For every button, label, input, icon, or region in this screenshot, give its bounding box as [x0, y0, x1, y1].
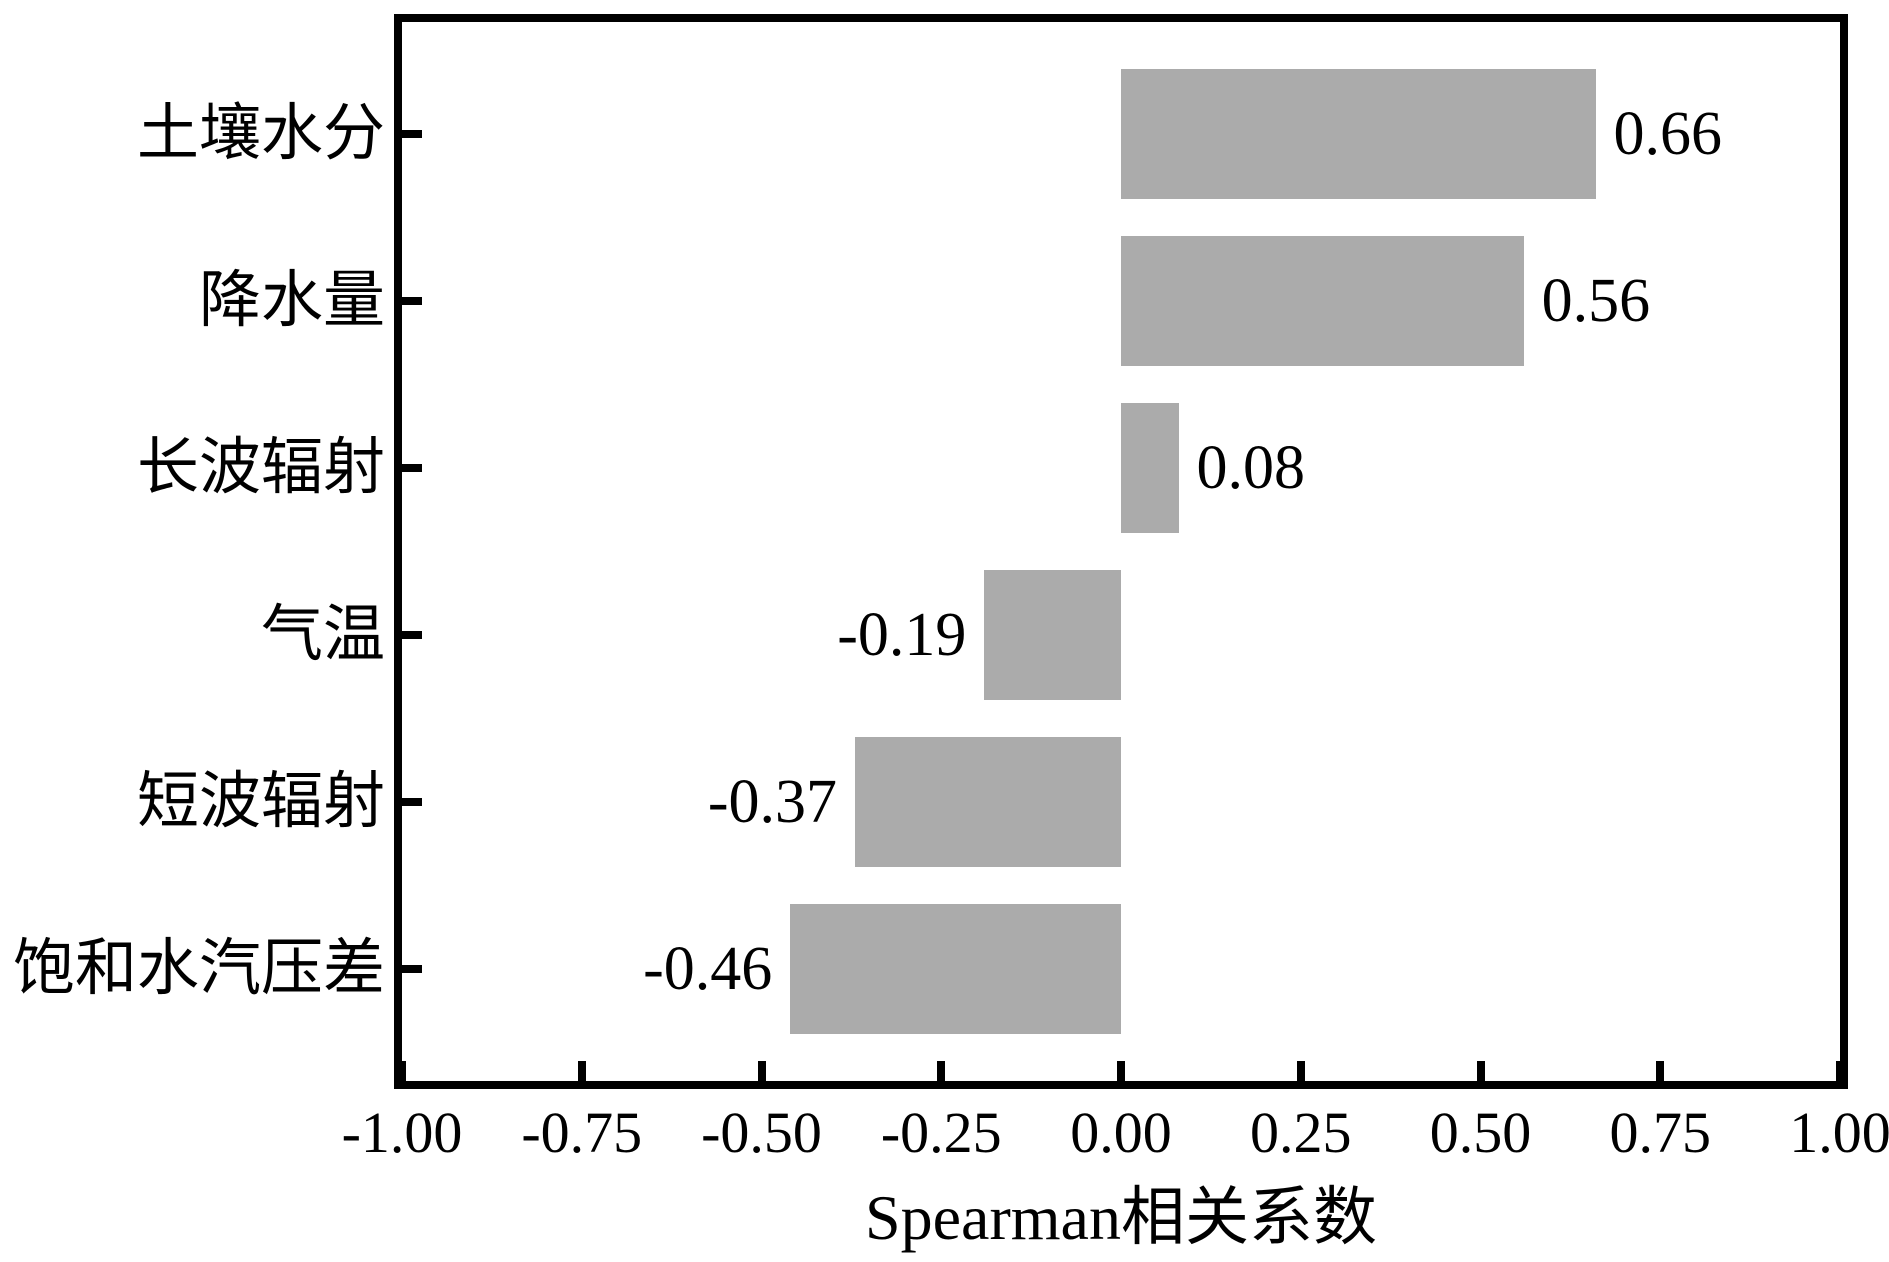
x-tick-label: 0.50 — [1429, 1100, 1532, 1165]
x-tick-label: 0.75 — [1609, 1100, 1712, 1165]
x-axis-tick — [1476, 1061, 1485, 1081]
x-axis-tick — [402, 1061, 406, 1081]
bar — [1121, 403, 1179, 533]
y-axis-tick — [402, 965, 422, 973]
x-axis-tick — [757, 1061, 766, 1081]
y-axis-category-labels: 土壤水分降水量长波辐射气温短波辐射饱和水汽压差 — [0, 0, 402, 1262]
y-axis-tick — [402, 798, 422, 806]
category-label: 土壤水分 — [136, 100, 385, 168]
value-label: 0.66 — [1613, 100, 1723, 168]
x-tick-label: 1.00 — [1789, 1100, 1889, 1165]
category-label: 降水量 — [198, 267, 385, 335]
bar — [790, 904, 1121, 1034]
x-tick-label: 0.25 — [1250, 1100, 1352, 1165]
x-tick-label: 0.00 — [1070, 1100, 1172, 1165]
y-axis-tick — [402, 297, 422, 305]
x-tick-label: -0.25 — [880, 1100, 1002, 1165]
value-label: -0.46 — [643, 935, 773, 1003]
bar — [854, 737, 1121, 867]
value-label: 0.08 — [1196, 434, 1306, 502]
value-label: 0.56 — [1541, 267, 1651, 335]
x-axis-tick — [1656, 1061, 1665, 1081]
x-tick-label: -0.50 — [701, 1100, 822, 1165]
x-axis-tick — [937, 1061, 946, 1081]
category-label: 气温 — [260, 601, 385, 669]
plot-area: 0.66 0.56 0.08 -0.19 -0.37 -0.46 — [394, 14, 1848, 1089]
value-label: -0.37 — [707, 768, 837, 836]
category-label: 长波辐射 — [136, 434, 385, 502]
y-axis-tick — [402, 631, 422, 639]
bar — [1121, 69, 1596, 199]
bar — [1121, 236, 1524, 366]
x-axis-tick — [1836, 1061, 1840, 1081]
category-label: 短波辐射 — [136, 768, 385, 836]
x-axis-tick — [1117, 1061, 1125, 1081]
category-label: 饱和水汽压差 — [12, 935, 385, 1003]
x-axis-title: Spearman相关系数 — [865, 1182, 1377, 1253]
y-axis-tick — [402, 464, 422, 472]
x-tick-label: -0.75 — [521, 1100, 643, 1165]
x-axis-tick — [577, 1061, 586, 1081]
value-label: -0.19 — [837, 601, 967, 669]
bar — [984, 570, 1121, 700]
y-axis-tick — [402, 130, 422, 138]
x-axis-tick — [1296, 1061, 1305, 1081]
